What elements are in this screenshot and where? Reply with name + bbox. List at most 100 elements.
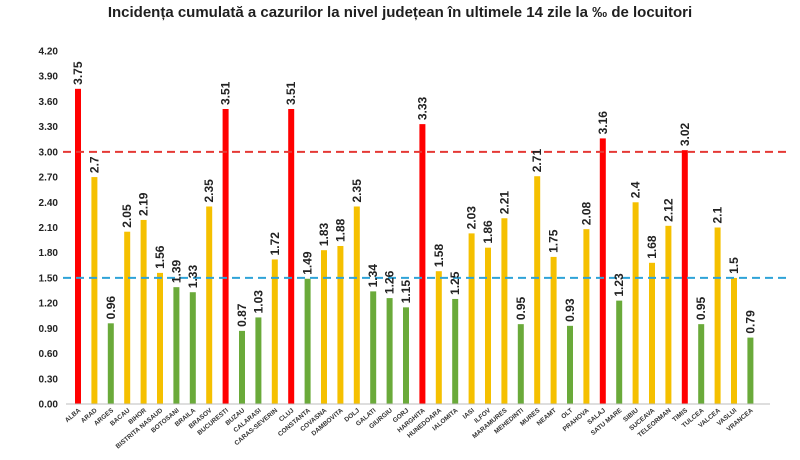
bar: [681, 150, 688, 404]
data-label: 2.03: [465, 206, 479, 230]
data-label: 1.88: [333, 218, 347, 242]
bar: [140, 219, 147, 404]
y-tick-label: 1.80: [39, 248, 59, 259]
y-tick-label: 0.30: [39, 374, 59, 385]
data-label: 0.96: [104, 296, 118, 320]
data-label: 2.19: [137, 192, 151, 216]
bar: [485, 247, 491, 404]
y-tick-label: 3.60: [39, 97, 59, 108]
bar: [75, 88, 81, 405]
bar: [337, 245, 344, 404]
bar: [567, 325, 573, 404]
y-tick-label: 0.60: [39, 349, 59, 360]
bar: [173, 287, 180, 404]
data-label: 1.49: [301, 251, 315, 275]
bar: [239, 330, 245, 404]
bar: [386, 298, 393, 404]
y-tick-label: 3.00: [39, 147, 59, 158]
y-tick-label: 3.90: [39, 72, 59, 83]
data-label: 1.23: [612, 273, 626, 297]
data-label: 1.03: [251, 290, 265, 314]
bar: [517, 324, 524, 404]
bar: [304, 278, 311, 404]
data-label: 1.56: [153, 245, 167, 269]
bar: [501, 218, 508, 404]
data-label: 2.1: [711, 206, 725, 223]
y-tick-label: 2.10: [39, 223, 59, 234]
y-tick-label: 3.30: [39, 122, 59, 133]
bar: [255, 317, 262, 404]
data-label: 1.86: [481, 220, 495, 244]
data-label: 3.51: [284, 81, 298, 105]
data-label: 1.75: [547, 229, 561, 253]
data-label: 0.93: [563, 298, 577, 322]
bar: [419, 124, 426, 404]
data-label: 1.33: [186, 265, 200, 289]
y-tick-label: 0.00: [39, 400, 59, 411]
bar: [124, 231, 131, 404]
data-label: 3.75: [71, 61, 85, 85]
data-label: 0.87: [235, 303, 249, 327]
y-axis: 0.00 0.30 0.60 0.90 1.20 1.50 1.80 2.10 2.40 2.70…: [39, 47, 59, 411]
y-tick-label: 0.90: [39, 324, 59, 335]
bar: [452, 298, 459, 404]
bar: [157, 272, 163, 404]
bar: [91, 177, 98, 404]
y-tick-label: 2.40: [39, 198, 59, 209]
bar: [550, 256, 557, 404]
y-tick-label: 1.20: [39, 299, 59, 310]
data-label: 3.51: [219, 81, 233, 105]
bars: [66, 88, 770, 405]
data-label: 2.08: [579, 201, 593, 225]
data-label: 1.25: [448, 271, 462, 295]
bar: [747, 337, 754, 404]
data-label: 2.35: [350, 179, 364, 203]
bar: [632, 202, 639, 404]
data-label: 0.95: [694, 296, 708, 320]
data-label: 0.95: [514, 296, 528, 320]
bar: [271, 259, 278, 404]
bar: [583, 229, 590, 404]
data-label: 1.39: [169, 259, 183, 283]
bar: [189, 292, 196, 404]
data-label: 2.35: [202, 179, 216, 203]
bar: [288, 108, 295, 404]
bar: [468, 233, 475, 404]
data-label: 1.5: [727, 257, 741, 274]
data-label: 2.4: [629, 181, 643, 198]
chart-title: Incidența cumulată a cazurilor la nivel …: [107, 4, 693, 21]
y-tick-label: 1.50: [39, 273, 59, 284]
bar: [107, 323, 114, 404]
data-label: 3.02: [678, 122, 692, 146]
y-tick-label: 4.20: [39, 47, 59, 58]
bar: [534, 176, 541, 404]
bar: [435, 271, 442, 404]
data-label: 1.34: [366, 264, 380, 288]
data-label: 2.05: [120, 204, 134, 228]
data-label: 1.72: [268, 232, 282, 256]
data-labels: 3.75 2.7 0.96 2.052.19 1.561.39 1.33 2.35 3.51 0…: [71, 61, 757, 333]
bar: [206, 206, 213, 404]
data-label: 1.15: [399, 280, 413, 304]
bar: [222, 108, 229, 404]
bar: [599, 138, 606, 404]
bar: [731, 277, 737, 404]
bar: [370, 291, 377, 404]
bar: [321, 250, 327, 404]
data-label: 2.12: [661, 198, 675, 222]
data-label: 2.21: [497, 191, 511, 215]
bar: [698, 324, 705, 404]
data-label: 2.71: [530, 149, 544, 173]
bar: [353, 206, 360, 404]
bar: [616, 300, 623, 404]
bar: [665, 225, 672, 404]
data-label: 3.16: [596, 111, 610, 135]
data-label: 1.83: [317, 223, 331, 247]
data-label: 1.26: [383, 270, 397, 294]
category-label: ALBA: [64, 407, 83, 424]
data-label: 3.33: [415, 96, 429, 120]
data-label: 1.58: [432, 244, 446, 268]
bar: [649, 262, 655, 404]
